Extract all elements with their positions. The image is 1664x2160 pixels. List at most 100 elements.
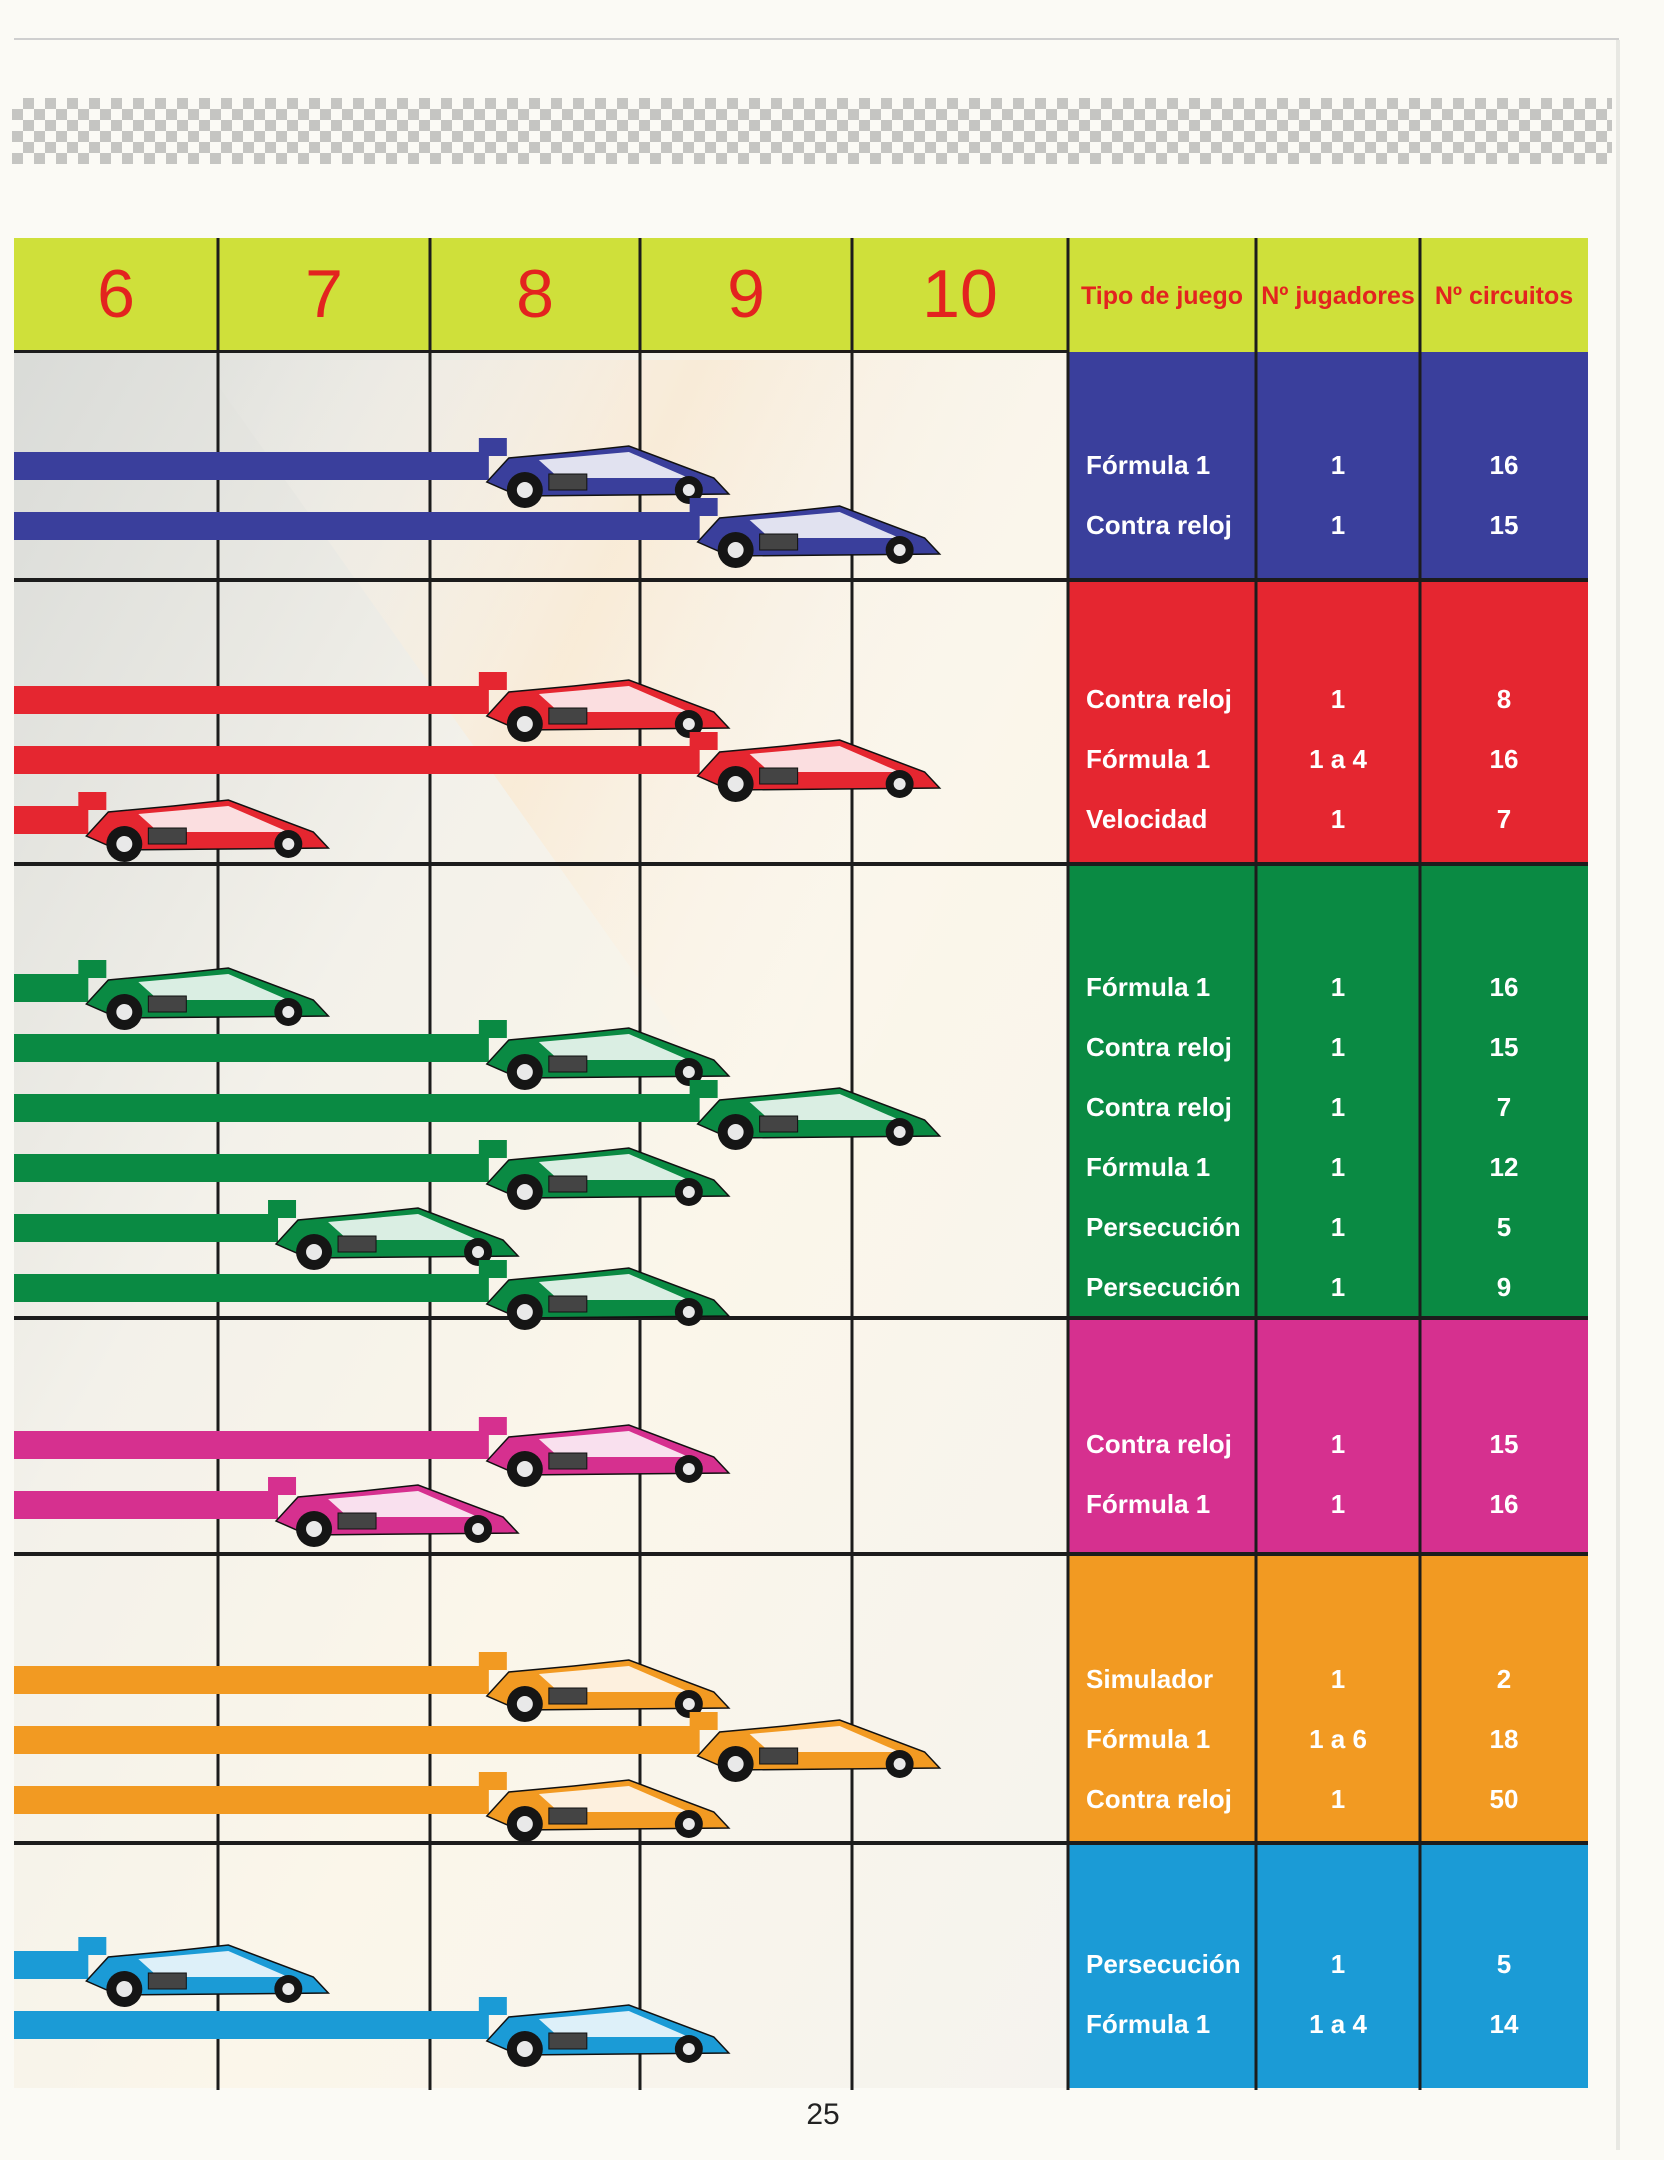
cell-jugadores: 1 <box>1330 450 1346 480</box>
car-sidepod <box>548 2032 588 2050</box>
cell-circuitos: 9 <box>1496 1272 1512 1302</box>
level-bar <box>14 1214 279 1242</box>
col-divider <box>1418 238 1422 2090</box>
race-car <box>78 960 331 1030</box>
car-rear-wing <box>478 1652 507 1670</box>
table-block-5 <box>1068 1845 1588 2088</box>
cell-circuitos: 7 <box>1496 1092 1512 1122</box>
cell-circuitos: 7 <box>1496 804 1512 834</box>
cell-jugadores: 1 a 6 <box>1309 1724 1367 1754</box>
column-header: Nº circuitos <box>1434 282 1574 310</box>
race-car <box>478 438 731 508</box>
cell-tipo: Fórmula 1 <box>1086 1152 1211 1182</box>
car-stripe <box>749 1094 900 1120</box>
table-block-2 <box>1068 866 1588 1316</box>
table-block-4 <box>1068 1556 1588 1841</box>
cell-jugadores: 1 <box>1330 684 1346 714</box>
column-header: Tipo de juego <box>1080 282 1244 310</box>
car-sidepod <box>147 1972 187 1990</box>
car-hub <box>116 836 133 852</box>
car-hub <box>472 1523 485 1535</box>
cell-circuitos: 5 <box>1496 1949 1512 1979</box>
column-header: Nº jugadores <box>1261 282 1415 310</box>
car-rear-wing <box>268 1200 297 1218</box>
car-hub <box>516 1461 533 1477</box>
header-divider <box>14 350 1068 353</box>
race-car <box>478 1260 731 1330</box>
car-hub <box>516 1064 533 1080</box>
car-rear-wing <box>478 1772 507 1790</box>
grid-lines <box>14 238 1588 2090</box>
car-hub <box>516 482 533 498</box>
level-bar <box>14 974 89 1002</box>
car-hub <box>516 1696 533 1712</box>
car-hub <box>516 1184 533 1200</box>
level-bar <box>14 1666 489 1694</box>
car-sidepod <box>548 1175 588 1193</box>
bars <box>14 452 700 2039</box>
car-rear-wing <box>268 1477 297 1495</box>
level-bar <box>14 1726 700 1754</box>
cell-tipo: Persecución <box>1086 1272 1241 1302</box>
cell-tipo: Fórmula 1 <box>1086 1724 1211 1754</box>
race-car <box>478 1652 731 1722</box>
cell-circuitos: 16 <box>1489 450 1519 480</box>
cell-circuitos: 14 <box>1489 2009 1519 2039</box>
col-divider <box>850 238 854 2090</box>
row-divider <box>14 1841 1588 1845</box>
cell-jugadores: 1 <box>1330 1032 1346 1062</box>
cell-circuitos: 16 <box>1489 972 1519 1002</box>
car-hub <box>682 1066 695 1078</box>
car-stripe <box>538 1786 689 1812</box>
car-rear-wing <box>478 438 507 456</box>
level-bar <box>14 452 489 480</box>
cell-tipo: Fórmula 1 <box>1086 972 1211 1002</box>
car-stripe <box>749 1726 900 1752</box>
cell-jugadores: 1 <box>1330 1272 1346 1302</box>
row-divider <box>14 1316 1588 1320</box>
level-header: 10 <box>922 256 998 332</box>
car-rear-wing <box>478 1140 507 1158</box>
cell-jugadores: 1 <box>1330 1664 1346 1694</box>
cell-jugadores: 1 a 4 <box>1309 2009 1367 2039</box>
car-sidepod <box>548 1687 588 1705</box>
car-stripe <box>538 1034 689 1060</box>
car-sidepod <box>548 1807 588 1825</box>
page-edge <box>1616 40 1620 2150</box>
car-rear-wing <box>78 960 107 978</box>
car-hub <box>282 838 295 850</box>
car-rear-wing <box>78 1937 107 1955</box>
col-divider <box>1254 238 1258 2090</box>
car-stripe <box>749 746 900 772</box>
level-bar <box>14 686 489 714</box>
car-sidepod <box>337 1512 377 1530</box>
row-divider <box>14 578 1588 582</box>
car-stripe <box>538 1274 689 1300</box>
car-stripe <box>138 1951 289 1977</box>
cell-jugadores: 1 <box>1330 1429 1346 1459</box>
cell-tipo: Contra reloj <box>1086 1429 1232 1459</box>
car-rear-wing <box>78 792 107 810</box>
cell-jugadores: 1 <box>1330 1152 1346 1182</box>
car-hub <box>516 2041 533 2057</box>
cell-circuitos: 15 <box>1489 1429 1519 1459</box>
car-sidepod <box>759 1115 799 1133</box>
race-car <box>478 1140 731 1210</box>
table-block-3 <box>1068 1320 1588 1552</box>
table-block-1 <box>1068 582 1588 862</box>
cell-circuitos: 2 <box>1496 1664 1512 1694</box>
level-bar <box>14 2011 489 2039</box>
car-rear-wing <box>689 1712 718 1730</box>
cell-jugadores: 1 <box>1330 1489 1346 1519</box>
race-car <box>78 1937 331 2007</box>
car-hub <box>727 1756 744 1772</box>
car-stripe <box>749 512 900 538</box>
car-stripe <box>538 686 689 712</box>
race-car <box>268 1477 520 1547</box>
cell-circuitos: 12 <box>1489 1152 1519 1182</box>
cell-tipo: Fórmula 1 <box>1086 1489 1211 1519</box>
car-hub <box>682 1818 695 1830</box>
table-block-0 <box>1068 352 1588 578</box>
car-sidepod <box>548 473 588 491</box>
car-sidepod <box>337 1235 377 1253</box>
